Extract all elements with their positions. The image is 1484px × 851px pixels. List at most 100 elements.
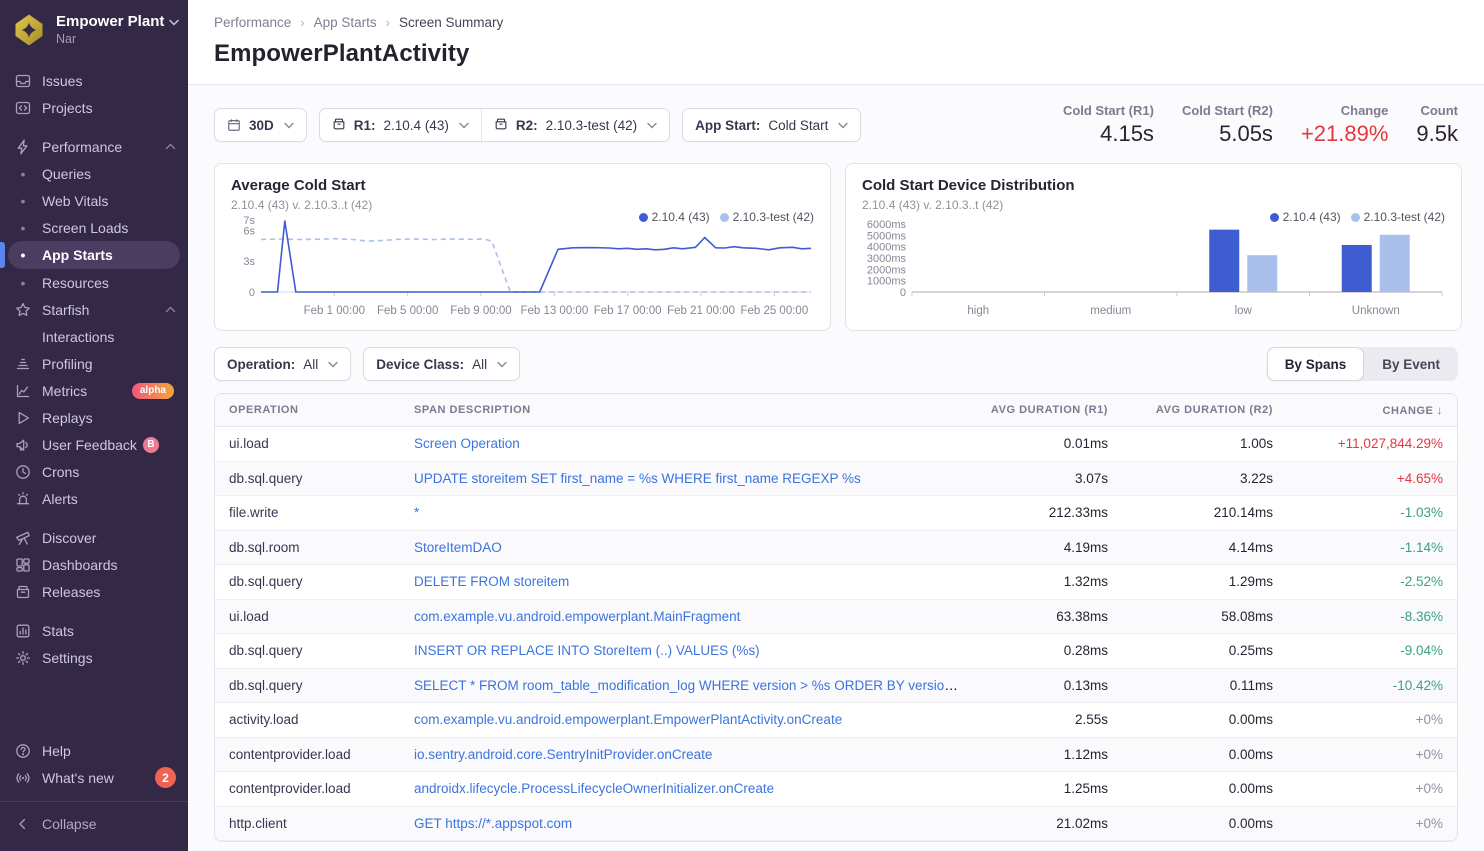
sidebar-item-discover[interactable]: Discover: [0, 524, 188, 551]
sidebar-item-dashboards[interactable]: Dashboards: [0, 551, 188, 578]
avg-duration-r1-cell: 0.01ms: [1063, 436, 1108, 452]
sidebar-item-issues[interactable]: Issues: [0, 67, 188, 94]
change-cell: -1.03%: [1400, 505, 1443, 521]
stat-label: Cold Start (R1): [1062, 103, 1154, 118]
column-header-span-description[interactable]: SPAN DESCRIPTION: [414, 404, 531, 416]
toggle-by-event[interactable]: By Event: [1382, 356, 1440, 372]
span-description-cell: StoreItemDAO: [400, 540, 972, 555]
span-description-link[interactable]: StoreItemDAO: [414, 539, 502, 555]
span-description-link[interactable]: Screen Operation: [414, 436, 520, 452]
column-header-change[interactable]: CHANGE ↓: [1382, 403, 1443, 417]
operation-cell: db.sql.room: [229, 539, 300, 555]
release-r2-label: R2:: [515, 117, 538, 133]
sidebar-item-web-vitals[interactable]: • Web Vitals: [0, 187, 188, 214]
avg-duration-r2-cell: 1.29ms: [1228, 574, 1273, 590]
page-title: EmpowerPlantActivity: [214, 40, 470, 67]
span-description-link[interactable]: UPDATE storeitem SET first_name = %s WHE…: [414, 470, 861, 486]
sidebar-item-user-feedback[interactable]: User Feedback B: [0, 431, 188, 458]
breadcrumb: Performance › App Starts › Screen Summary: [214, 15, 1458, 30]
toggle-by-spans[interactable]: By Spans: [1266, 347, 1365, 381]
breadcrumb-app-starts[interactable]: App Starts: [313, 15, 377, 30]
svg-text:medium: medium: [1090, 305, 1131, 317]
sidebar-item-what-s-new[interactable]: What's new 2: [0, 764, 188, 791]
date-range-button[interactable]: 30D: [214, 108, 307, 142]
span-description-link[interactable]: androidx.lifecycle.ProcessLifecycleOwner…: [414, 781, 775, 797]
stat-value: +21.89%: [1300, 121, 1389, 146]
sort-arrow-icon: ↓: [1436, 403, 1443, 417]
avg-duration-r1-cell: 0.13ms: [1063, 677, 1108, 693]
sidebar-item-replays[interactable]: Replays: [0, 404, 188, 431]
operation-cell: ui.load: [229, 436, 269, 452]
span-description-link[interactable]: DELETE FROM storeitem: [414, 574, 570, 590]
sidebar-item-label: Collapse: [42, 815, 97, 832]
span-description-cell: androidx.lifecycle.ProcessLifecycleOwner…: [400, 781, 972, 796]
legend-item[interactable]: 2.10.3-test (42): [719, 210, 814, 224]
avg-duration-r2-cell: 58.08ms: [1221, 608, 1273, 624]
span-description-link[interactable]: GET https://*.appspot.com: [414, 815, 573, 831]
svg-text:2000ms: 2000ms: [867, 264, 907, 276]
column-header-avg-duration-r2-[interactable]: AVG DURATION (R2): [1155, 404, 1273, 416]
breadcrumb-separator: ›: [385, 15, 391, 30]
sidebar-item-label: Performance: [42, 138, 123, 155]
device-class-filter-button[interactable]: Device Class: All: [363, 347, 521, 381]
operation-cell: http.client: [229, 815, 287, 831]
release-r1-button[interactable]: R1: 2.10.4 (43): [320, 109, 481, 141]
sidebar-item-interactions[interactable]: Interactions: [0, 323, 188, 350]
org-logo-icon: [15, 14, 43, 46]
breadcrumb-performance[interactable]: Performance: [214, 15, 292, 30]
operation-cell: db.sql.query: [229, 574, 303, 590]
sidebar-item-label: Stats: [42, 622, 74, 639]
chevron-down-icon: [328, 361, 338, 368]
sidebar-item-resources[interactable]: • Resources: [0, 269, 188, 296]
avg-duration-r2-cell: 1.00s: [1239, 436, 1273, 452]
sidebar-item-metrics[interactable]: Metrics alpha: [0, 377, 188, 404]
sidebar-item-profiling[interactable]: Profiling: [0, 350, 188, 377]
column-header-avg-duration-r1-[interactable]: AVG DURATION (R1): [990, 404, 1108, 416]
sidebar-item-queries[interactable]: • Queries: [0, 160, 188, 187]
release-icon: [332, 117, 346, 134]
sidebar-item-screen-loads[interactable]: • Screen Loads: [0, 214, 188, 241]
sidebar-item-stats[interactable]: Stats: [0, 617, 188, 644]
app-start-type-button[interactable]: App Start: Cold Start: [682, 108, 862, 142]
span-description-cell: *: [400, 505, 972, 520]
org-switcher[interactable]: Empower Plant Nar: [0, 0, 188, 55]
sidebar-item-help[interactable]: Help: [0, 737, 188, 764]
svg-text:Feb 1 00:00: Feb 1 00:00: [304, 305, 365, 317]
alpha-badge: alpha: [131, 382, 174, 399]
sidebar-item-starfish[interactable]: Starfish: [0, 296, 188, 323]
avg-duration-r2-cell: 4.14ms: [1228, 539, 1273, 555]
sidebar-item-projects[interactable]: Projects: [0, 94, 188, 121]
span-description-cell: INSERT OR REPLACE INTO StoreItem (..) VA…: [400, 643, 972, 658]
column-header-operation[interactable]: OPERATION: [229, 404, 299, 416]
svg-text:6s: 6s: [243, 225, 255, 237]
span-description-link[interactable]: io.sentry.android.core.SentryInitProvide…: [414, 746, 713, 762]
sidebar-item-performance[interactable]: Performance: [0, 133, 188, 160]
avg-duration-r1-cell: 4.19ms: [1063, 539, 1108, 555]
span-description-link[interactable]: INSERT OR REPLACE INTO StoreItem (..) VA…: [414, 643, 760, 659]
span-description-link[interactable]: com.example.vu.android.empowerplant.Main…: [414, 608, 741, 624]
sidebar-footer: Help What's new 2: [0, 737, 188, 791]
sidebar-item-settings[interactable]: Settings: [0, 644, 188, 671]
sidebar-item-releases[interactable]: Releases: [0, 578, 188, 605]
user-feedback-icon: [14, 436, 32, 454]
calendar-icon: [227, 118, 241, 132]
svg-text:3000ms: 3000ms: [867, 253, 907, 265]
avg-duration-r1-cell: 212.33ms: [1048, 505, 1108, 521]
span-description-link[interactable]: *: [414, 505, 420, 521]
sidebar-item-collapse[interactable]: Collapse: [0, 810, 188, 837]
sidebar-item-app-starts[interactable]: • App Starts: [0, 241, 180, 270]
span-description-link[interactable]: com.example.vu.android.empowerplant.Empo…: [414, 712, 843, 728]
legend-item[interactable]: 2.10.3-test (42): [1350, 210, 1445, 224]
span-description-cell: io.sentry.android.core.SentryInitProvide…: [400, 747, 972, 762]
legend-item[interactable]: 2.10.4 (43): [1269, 210, 1341, 224]
performance-icon: [14, 138, 32, 156]
sidebar-item-alerts[interactable]: Alerts: [0, 485, 188, 512]
span-description-link[interactable]: SELECT * FROM room_table_modification_lo…: [414, 677, 972, 693]
operation-filter-button[interactable]: Operation: All: [214, 347, 352, 381]
svg-text:Feb 21 00:00: Feb 21 00:00: [667, 305, 735, 317]
release-r2-button[interactable]: R2: 2.10.3-test (42): [482, 109, 669, 141]
legend-item[interactable]: 2.10.4 (43): [638, 210, 710, 224]
sidebar-item-crons[interactable]: Crons: [0, 458, 188, 485]
app-start-value: Cold Start: [768, 117, 829, 133]
sidebar-item-label: Help: [42, 742, 71, 759]
